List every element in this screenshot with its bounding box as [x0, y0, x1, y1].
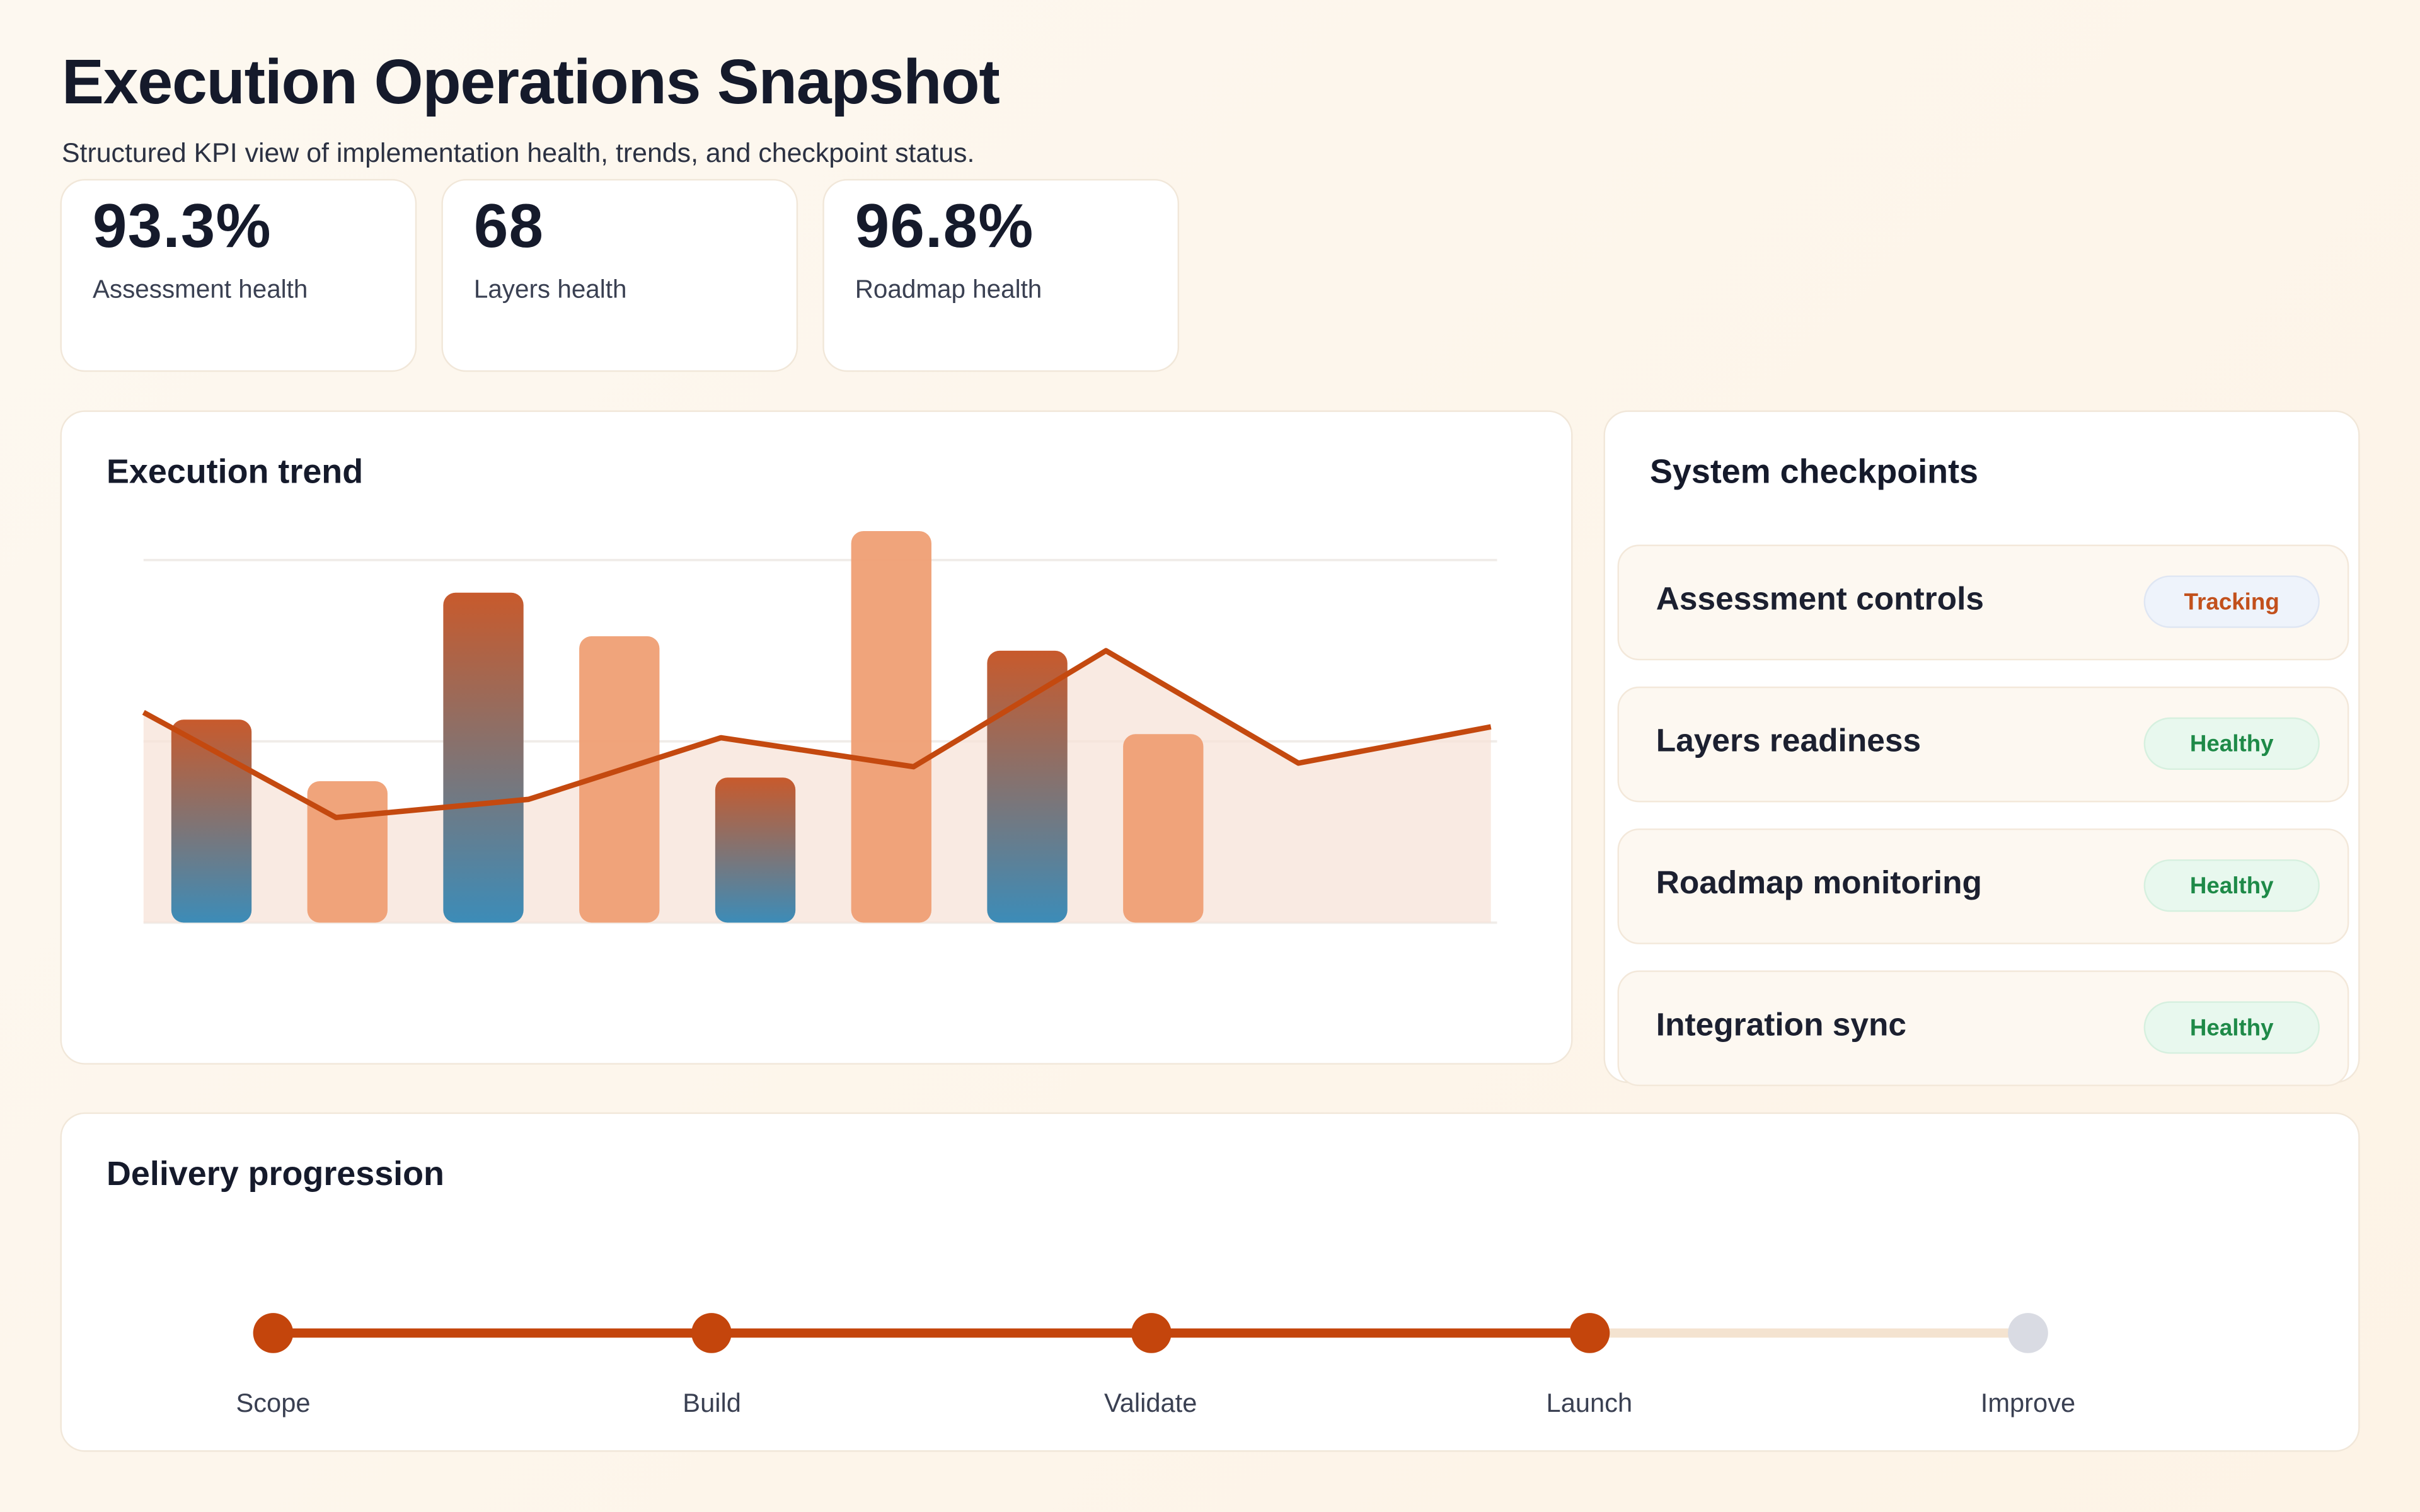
kpi-card-assessment: 93.3% Assessment health: [60, 179, 417, 372]
step-label: Scope: [236, 1389, 311, 1418]
execution-trend-chart: [142, 530, 1497, 924]
step-marker: [691, 1313, 732, 1353]
progress-fill: [273, 1328, 1589, 1338]
execution-trend-card: Execution trend: [60, 410, 1573, 1065]
checkpoint-name: Integration sync: [1656, 1007, 1907, 1043]
status-badge: Healthy: [2143, 717, 2320, 770]
kpi-value: 96.8%: [855, 193, 1034, 261]
kpi-label: Roadmap health: [855, 276, 1042, 304]
card-title: Execution trend: [106, 452, 364, 491]
step-label: Improve: [1980, 1389, 2076, 1418]
bar: [851, 530, 931, 923]
step-marker: [1569, 1313, 1610, 1353]
kpi-card-roadmap: 96.8% Roadmap health: [822, 179, 1180, 372]
delivery-progression-card: Delivery progression Scope Build Validate L…: [60, 1112, 2360, 1452]
bar: [443, 592, 524, 923]
checkpoint-name: Layers readiness: [1656, 723, 1922, 759]
step-label: Validate: [1104, 1389, 1197, 1418]
status-badge: Tracking: [2143, 575, 2320, 628]
status-badge: Healthy: [2143, 1001, 2320, 1054]
page-subtitle: Structured KPI view of implementation he…: [61, 137, 975, 168]
kpi-label: Assessment health: [92, 276, 308, 304]
bar: [1123, 734, 1204, 923]
step-marker: [2008, 1313, 2048, 1353]
card-title: System checkpoints: [1649, 452, 1979, 491]
kpi-label: Layers health: [473, 276, 627, 304]
kpi-value: 93.3%: [92, 193, 272, 261]
kpi-value: 68: [473, 193, 544, 261]
system-checkpoints-card: System checkpoints Assessment controls Tr…: [1603, 410, 2360, 1087]
checkpoint-row[interactable]: Layers readiness Healthy: [1617, 686, 2349, 803]
card-title: Delivery progression: [106, 1154, 445, 1193]
bar: [307, 781, 388, 923]
bar: [579, 636, 660, 923]
step-marker: [253, 1313, 294, 1353]
checkpoint-row[interactable]: Roadmap monitoring Healthy: [1617, 828, 2349, 944]
checkpoint-row[interactable]: Assessment controls Tracking: [1617, 544, 2349, 661]
status-badge: Healthy: [2143, 859, 2320, 912]
bar: [715, 777, 796, 923]
kpi-card-layers: 68 Layers health: [441, 179, 798, 372]
checkpoint-name: Assessment controls: [1656, 581, 1984, 617]
step-label: Build: [683, 1389, 741, 1418]
trend-line: [142, 648, 1492, 820]
checkpoint-row[interactable]: Integration sync Healthy: [1617, 970, 2349, 1087]
bar: [987, 650, 1068, 923]
checkpoint-name: Roadmap monitoring: [1656, 865, 1982, 902]
step-marker: [1130, 1313, 1171, 1353]
step-label: Launch: [1546, 1389, 1633, 1418]
bar: [171, 719, 252, 923]
page-title: Execution Operations Snapshot: [61, 46, 1000, 118]
